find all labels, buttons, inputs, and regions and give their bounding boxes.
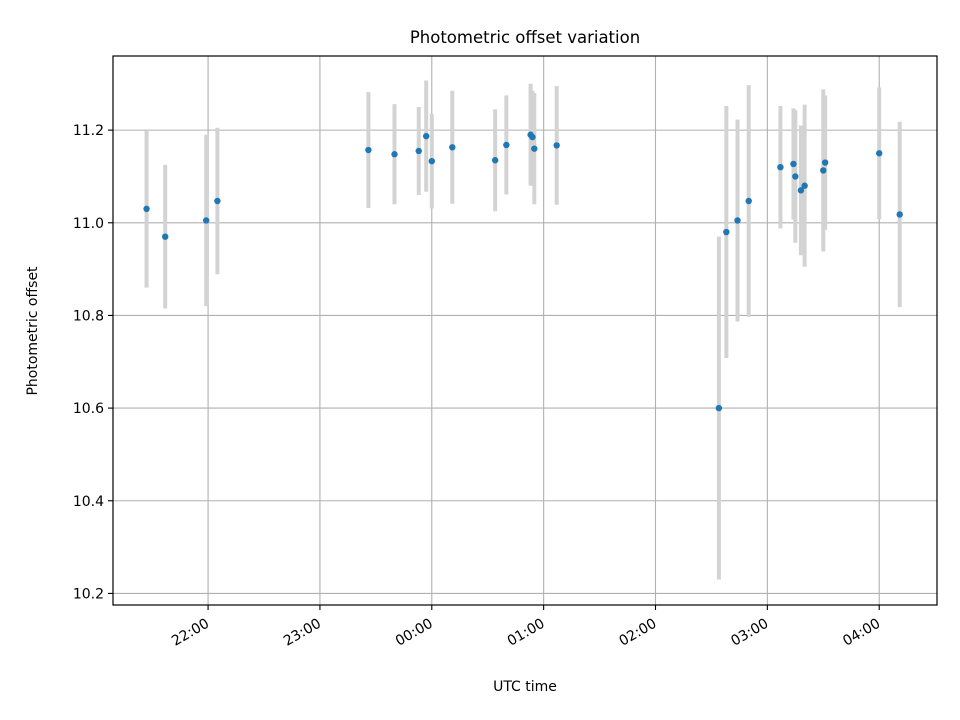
plot-frame: [112, 55, 938, 606]
data-point: [503, 141, 510, 149]
data-point: [422, 132, 430, 140]
y-tick-label: 10.6: [73, 401, 104, 417]
y-axis-ticks: 10.2 10.4 10.6 10.8 11.0 11.2: [73, 123, 113, 602]
x-tick-label: 23:00: [281, 616, 324, 650]
data-points: [143, 131, 903, 412]
data-point: [896, 211, 903, 218]
y-tick-label: 10.2: [73, 586, 104, 602]
x-tick-label: 00:00: [393, 616, 436, 650]
data-point: [529, 133, 536, 141]
data-point: [428, 157, 435, 165]
data-point: [723, 228, 730, 236]
y-axis-label: Photometric offset: [25, 266, 41, 396]
data-point: [715, 404, 723, 412]
data-point: [745, 197, 752, 205]
data-point: [820, 167, 827, 174]
data-point: [797, 187, 805, 194]
x-axis-ticks: 22:00 23:00 00:00 01:00 02:00 03:00 04:00: [169, 605, 883, 650]
x-tick-label: 02:00: [617, 616, 660, 650]
data-point: [449, 144, 456, 151]
data-point: [391, 151, 398, 158]
data-point: [777, 163, 784, 171]
x-axis-label: UTC time: [493, 679, 557, 695]
data-point: [161, 233, 169, 240]
data-point: [214, 197, 221, 205]
data-point: [143, 205, 150, 213]
data-point: [876, 150, 883, 157]
data-point: [203, 217, 210, 224]
data-point: [415, 147, 422, 155]
chart-title: Photometric offset variation: [410, 28, 640, 47]
x-tick-label: 03:00: [728, 616, 771, 650]
data-point: [790, 160, 797, 168]
data-point: [734, 217, 741, 224]
x-tick-label: 01:00: [505, 616, 548, 650]
x-tick-label: 22:00: [169, 616, 212, 650]
y-tick-label: 10.8: [73, 308, 104, 324]
grid-lines: [113, 56, 937, 605]
y-tick-label: 11.2: [73, 123, 104, 139]
y-tick-label: 11.0: [73, 216, 104, 232]
data-point: [801, 182, 808, 189]
data-point: [821, 159, 829, 166]
y-tick-label: 10.4: [73, 494, 104, 510]
data-point: [531, 145, 538, 152]
data-point: [365, 146, 372, 154]
x-tick-label: 04:00: [840, 616, 883, 650]
error-bars: [144, 80, 902, 580]
data-point: [553, 142, 560, 149]
data-point: [792, 173, 799, 180]
data-point: [491, 157, 499, 164]
